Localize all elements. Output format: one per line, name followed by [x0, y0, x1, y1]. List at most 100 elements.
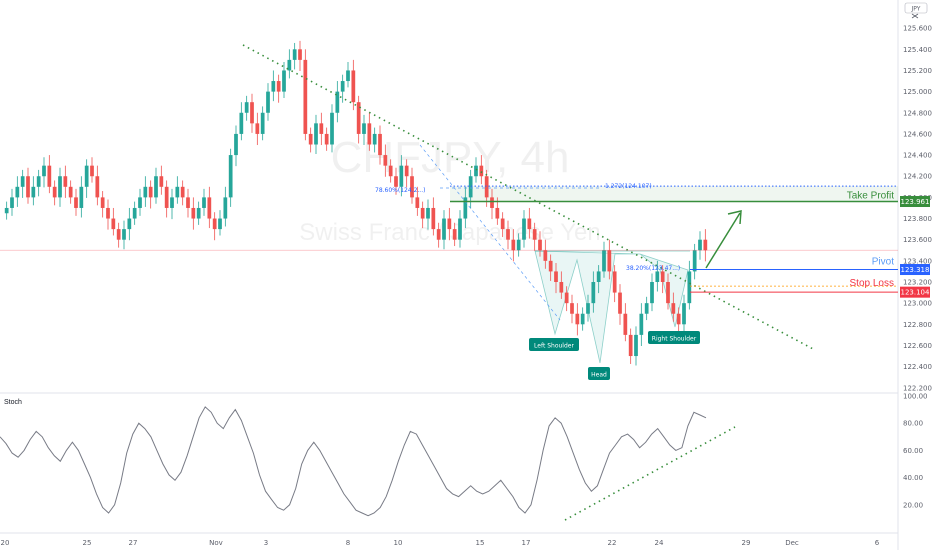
- price-tick-label: 125.000: [903, 88, 932, 96]
- candle: [239, 102, 244, 141]
- time-tick-label: 6: [875, 539, 880, 547]
- candle: [175, 176, 180, 204]
- candle: [15, 176, 20, 207]
- candle: [319, 112, 324, 146]
- candle: [308, 127, 313, 153]
- candle: [52, 180, 57, 206]
- candle: [548, 254, 553, 281]
- candle: [367, 112, 372, 151]
- downtrend-line[interactable]: [242, 44, 816, 351]
- candle: [623, 303, 628, 342]
- candle: [586, 294, 590, 322]
- stoch-title: Stoch: [4, 399, 22, 406]
- candle: [410, 167, 414, 204]
- candle: [196, 201, 201, 225]
- time-tick-label: 24: [655, 539, 664, 547]
- price-tick-label: 125.200: [903, 67, 932, 75]
- fib-382-label: 38.20%(123.47...): [626, 265, 680, 272]
- candle: [687, 260, 692, 310]
- candle: [452, 222, 457, 247]
- candle: [426, 199, 430, 230]
- candle: [591, 271, 596, 313]
- time-tick-label: 15: [476, 539, 485, 547]
- candle: [602, 241, 606, 278]
- stop-loss-price-tag-text: 123.104: [901, 289, 930, 297]
- candle: [207, 186, 212, 229]
- candle: [378, 125, 382, 165]
- candle: [154, 167, 158, 204]
- projection-arrow: [705, 210, 742, 269]
- candle: [218, 210, 222, 236]
- right-shoulder-badge: [648, 331, 700, 344]
- candle: [346, 62, 350, 88]
- candle: [650, 273, 654, 312]
- candle: [47, 155, 52, 194]
- time-tick-label: 22: [608, 539, 617, 547]
- candle: [575, 303, 580, 336]
- candle: [543, 239, 548, 269]
- candles-group: [4, 40, 708, 366]
- pivot-price-tag: 123.318: [900, 264, 930, 276]
- stoch-axis: 20.00 40.00 60.00 80.00 100.00: [903, 393, 928, 510]
- candle: [666, 273, 670, 310]
- price-tick-label: 123.600: [903, 236, 932, 244]
- candle: [164, 180, 169, 218]
- candle: [431, 197, 436, 236]
- candle: [159, 165, 164, 195]
- time-axis[interactable]: 20 25 27 Nov 3 8 10 15 17 22 24 29 Dec 6: [1, 539, 880, 547]
- candle: [660, 265, 665, 294]
- candle: [68, 180, 73, 204]
- stoch-tick-label: 40.00: [903, 474, 923, 482]
- candle: [116, 222, 121, 248]
- candle: [298, 40, 302, 71]
- candle: [570, 294, 574, 324]
- watermark-symbol: CHFJPY, 4h: [331, 133, 570, 182]
- candle: [703, 229, 708, 262]
- candle: [303, 49, 308, 141]
- stoch-line[interactable]: [0, 406, 707, 517]
- take-profit-label: Take Profit: [847, 191, 894, 202]
- time-tick-label: 25: [83, 539, 92, 547]
- candle: [394, 167, 398, 195]
- candle: [372, 127, 377, 153]
- right-shoulder-label: Right Shoulder: [652, 336, 697, 343]
- candle: [282, 62, 286, 98]
- fib-helper-line: [419, 144, 561, 321]
- settings-icon[interactable]: [911, 13, 919, 19]
- candle: [90, 157, 94, 183]
- time-tick-label: 29: [742, 539, 751, 547]
- candle: [612, 265, 617, 303]
- price-tick-label: 125.600: [903, 25, 932, 33]
- price-tick-label: 123.400: [903, 257, 932, 265]
- candle: [138, 188, 142, 216]
- candle: [324, 127, 329, 151]
- candle: [404, 159, 409, 188]
- candle: [692, 243, 697, 280]
- candle: [95, 165, 100, 206]
- candle: [527, 207, 532, 239]
- candle: [127, 207, 132, 241]
- candle: [628, 328, 633, 364]
- candle: [271, 70, 276, 102]
- candle: [500, 212, 505, 238]
- price-tick-label: 123.000: [903, 300, 932, 308]
- candle: [42, 157, 46, 188]
- take-profit-price-tag: 123.961: [900, 196, 930, 208]
- candle: [10, 188, 14, 216]
- price-tick-label: 124.400: [903, 152, 932, 160]
- candle: [399, 155, 404, 197]
- candle: [111, 207, 116, 236]
- candle: [596, 265, 601, 294]
- candle: [4, 201, 9, 220]
- candle: [511, 229, 516, 262]
- candle: [351, 59, 356, 111]
- candle: [63, 165, 68, 198]
- candle: [276, 74, 281, 103]
- candle: [564, 286, 569, 312]
- candle: [330, 104, 334, 153]
- price-tick-label: 123.800: [903, 215, 932, 223]
- candle: [516, 233, 521, 257]
- time-tick-label: 3: [264, 539, 268, 547]
- candle: [335, 81, 340, 123]
